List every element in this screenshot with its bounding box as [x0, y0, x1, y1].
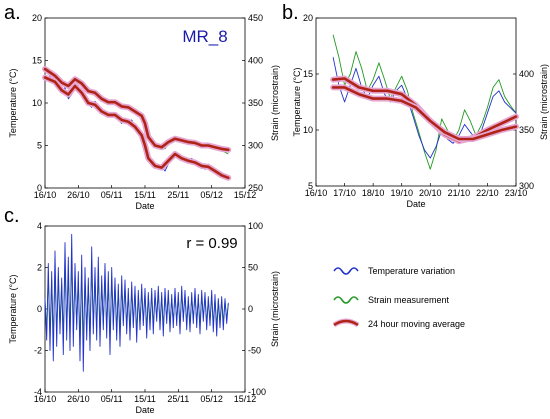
chart-a-y-tick-label: 20 — [32, 13, 42, 23]
chart-b-y-ticks: 5 10 15 20 — [303, 13, 319, 191]
panel-label-c: c. — [4, 205, 20, 227]
chart-a-series — [42, 66, 232, 181]
chart-b-x-tick-label: 23/10 — [505, 188, 528, 198]
chart-c-y-tick-label: 2 — [37, 263, 42, 273]
chart-b-series-average — [331, 86, 518, 141]
chart-b-x-tick-label: 20/10 — [419, 188, 442, 198]
chart-c-y-ticks-right: -100 -50 0 50 100 — [242, 221, 266, 397]
legend-swatch-strain — [333, 296, 359, 304]
chart-a: a. 16/10 26/10 05/11 15/11 25/11 05/12 15/12 0… — [4, 2, 280, 211]
chart-b-x-tick-label: 16/10 — [305, 188, 328, 198]
chart-b-x-tick-label: 19/10 — [390, 188, 413, 198]
chart-a-y-tick-label: 10 — [32, 98, 42, 108]
chart-b-frame — [315, 17, 517, 187]
chart-b-y-tick-label: 5 — [308, 181, 313, 191]
chart-b-y-right-tick-label: 300 — [519, 181, 534, 191]
legend: Temperature variation Strain measurement… — [332, 266, 465, 329]
chart-b-series — [330, 34, 519, 170]
chart-c-x-tick-label: 05/12 — [200, 394, 223, 404]
chart-a-y-right-tick-label: 350 — [248, 98, 263, 108]
chart-a-y-right-tick-label: 450 — [248, 13, 263, 23]
chart-a-x-tick-label: 05/12 — [200, 190, 223, 200]
chart-c-x-tick-label: 25/11 — [167, 394, 189, 404]
chart-c-x-tick-label: 15/11 — [134, 394, 156, 404]
chart-a-y-tick-label: 5 — [37, 141, 42, 151]
chart-c-x-tick-label: 15/12 — [234, 394, 257, 404]
panel-label-b: b. — [282, 2, 299, 24]
chart-b-x-tick-label: 22/10 — [476, 188, 499, 198]
chart-c-xlabel: Date — [135, 405, 154, 415]
chart-b-series-temperature — [332, 57, 517, 159]
chart-a-y-ticks-right: 250 300 350 400 450 — [242, 13, 263, 193]
chart-b-x-tick-label: 18/10 — [362, 188, 385, 198]
chart-c-y-tick-label: 0 — [37, 304, 42, 314]
chart-b-y-right-tick-label: 350 — [519, 125, 534, 135]
chart-a-annotation: MR_8 — [182, 27, 227, 46]
chart-a-x-tick-label: 25/11 — [167, 190, 189, 200]
chart-c-y-tick-label: -2 — [34, 346, 42, 356]
chart-c-ylabel-right: Strain (microstrain) — [270, 271, 280, 347]
chart-a-y-tick-label: 15 — [32, 56, 42, 66]
chart-b-y-tick-label: 15 — [303, 69, 313, 79]
chart-c-annotation: r = 0.99 — [186, 235, 237, 252]
chart-c-y-right-tick-label: -100 — [248, 387, 266, 397]
chart-c-x-tick-label: 26/10 — [67, 394, 90, 404]
chart-b-ylabel-right: Strain (microstrain) — [539, 64, 549, 140]
chart-c-y-right-tick-label: 50 — [248, 263, 258, 273]
chart-a-x-tick-label: 05/11 — [101, 190, 123, 200]
chart-c-x-ticks: 16/10 26/10 05/11 15/11 25/11 05/12 15/12 — [34, 389, 257, 404]
chart-b-y-tick-label: 10 — [303, 125, 313, 135]
chart-c-ylabel: Temperature (°C) — [8, 274, 18, 343]
chart-a-x-tick-label: 26/10 — [67, 190, 90, 200]
chart-c-y-tick-label: -4 — [34, 387, 42, 397]
chart-a-series-average_strain — [43, 67, 230, 152]
chart-c-x-tick-label: 05/11 — [101, 394, 123, 404]
chart-a-y-ticks: 0 5 10 15 20 — [32, 13, 48, 193]
chart-b-x-tick-label: 21/10 — [448, 188, 471, 198]
chart-b-series-strain — [332, 34, 517, 170]
chart-c-x-tick-label: 16/10 — [34, 394, 57, 404]
chart-b-y-right-tick-label: 400 — [519, 69, 534, 79]
chart-b-x-tick-label: 17/10 — [333, 188, 356, 198]
chart-a-y-right-tick-label: 250 — [248, 183, 263, 193]
legend-label-average: 24 hour moving average — [368, 319, 465, 329]
chart-c-y-ticks: -4 -2 0 2 4 — [34, 221, 48, 397]
legend-swatch-temperature — [333, 267, 359, 275]
chart-a-series-average — [43, 76, 230, 180]
chart-a-xlabel: Date — [135, 201, 154, 211]
chart-b-ylabel: Temperature (°C) — [292, 67, 302, 136]
chart-b-xlabel: Date — [406, 199, 425, 209]
chart-a-y-right-tick-label: 400 — [248, 56, 263, 66]
chart-a-x-tick-label: 15/12 — [234, 190, 257, 200]
chart-c-y-tick-label: 4 — [37, 221, 42, 231]
panel-label-a: a. — [4, 2, 21, 24]
legend-label-strain: Strain measurement — [368, 295, 450, 305]
chart-c-series — [44, 233, 229, 372]
chart-c-y-right-tick-label: 0 — [248, 304, 253, 314]
chart-a-y-right-tick-label: 300 — [248, 141, 263, 151]
chart-a-x-ticks: 16/10 26/10 05/11 15/11 25/11 05/12 15/12 — [34, 185, 257, 200]
chart-c-y-right-tick-label: -50 — [248, 346, 261, 356]
chart-c-y-right-tick-label: 100 — [248, 221, 263, 231]
chart-c-series-temperature — [44, 233, 229, 372]
chart-b-y-tick-label: 20 — [303, 13, 313, 23]
chart-a-x-tick-label: 16/10 — [34, 190, 57, 200]
chart-c: c. 16/10 26/10 05/11 15/11 25/11 05/12 15/12 -… — [4, 205, 280, 415]
chart-b: b. 16/10 17/10 18/10 19/10 20/10 21/10 22/10 23… — [282, 2, 549, 209]
chart-a-ylabel: Temperature (°C) — [8, 68, 18, 137]
chart-b-x-ticks: 16/10 17/10 18/10 19/10 20/10 21/10 22/10 23/10 — [305, 183, 528, 198]
legend-label-temperature: Temperature variation — [368, 266, 455, 276]
legend-swatch-average — [333, 319, 359, 327]
chart-a-ylabel-right: Strain (microstrain) — [270, 65, 280, 141]
chart-a-x-tick-label: 15/11 — [134, 190, 156, 200]
chart-a-y-tick-label: 0 — [37, 183, 42, 193]
